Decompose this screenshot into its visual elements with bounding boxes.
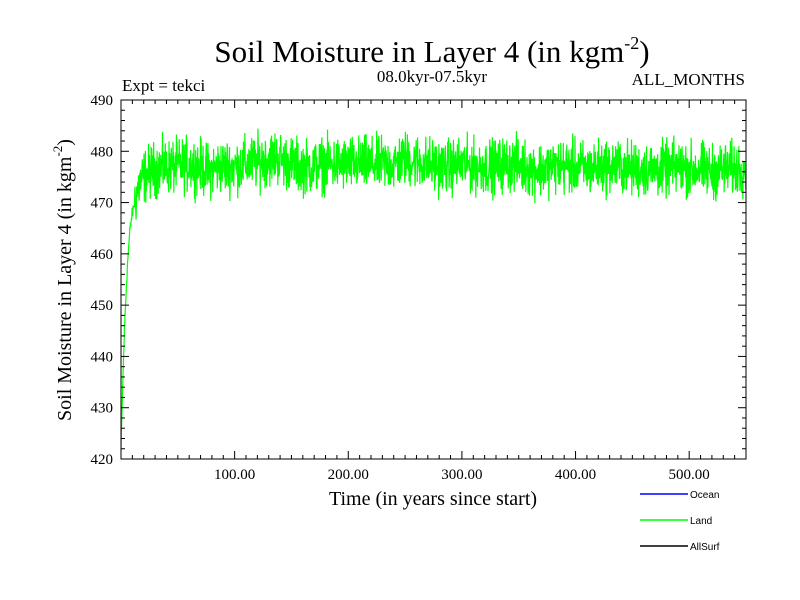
y-tick-label: 420 [91,452,114,468]
legend-label-land: Land [690,516,712,527]
legend-label-ocean: Ocean [690,490,719,501]
x-tick-label: 100.00 [214,467,255,483]
legend-label-allsurf: AllSurf [690,542,720,553]
x-tick-label: 200.00 [328,467,369,483]
chart-title: Soil Moisture in Layer 4 (in kgm-2) [214,33,649,69]
series-line-land [121,128,746,449]
x-tick-label: 500.00 [669,467,710,483]
y-tick-label: 470 [91,196,114,212]
y-tick-label: 430 [91,401,114,417]
y-tick-label: 490 [91,93,114,109]
x-axis-label: Time (in years since start) [329,488,537,510]
x-tick-label: 300.00 [441,467,482,483]
plot-area: 100.00 200.00 300.00 400.00 500.00 420 430 440 4… [91,93,747,483]
legend: Ocean Land AllSurf [640,490,720,553]
y-axis-label: Soil Moisture in Layer 4 (in kgm-2) [50,139,76,421]
y-tick-label: 440 [91,349,114,365]
months-label: ALL_MONTHS [632,70,745,89]
period-label: 08.0kyr-07.5kyr [377,67,487,86]
y-tick-label: 460 [91,247,114,263]
y-tick-label: 450 [91,298,114,314]
plot-frame [120,99,747,460]
x-tick-label: 400.00 [555,467,596,483]
y-tick-label: 480 [91,144,114,160]
expt-label: Expt = tekci [122,76,206,95]
